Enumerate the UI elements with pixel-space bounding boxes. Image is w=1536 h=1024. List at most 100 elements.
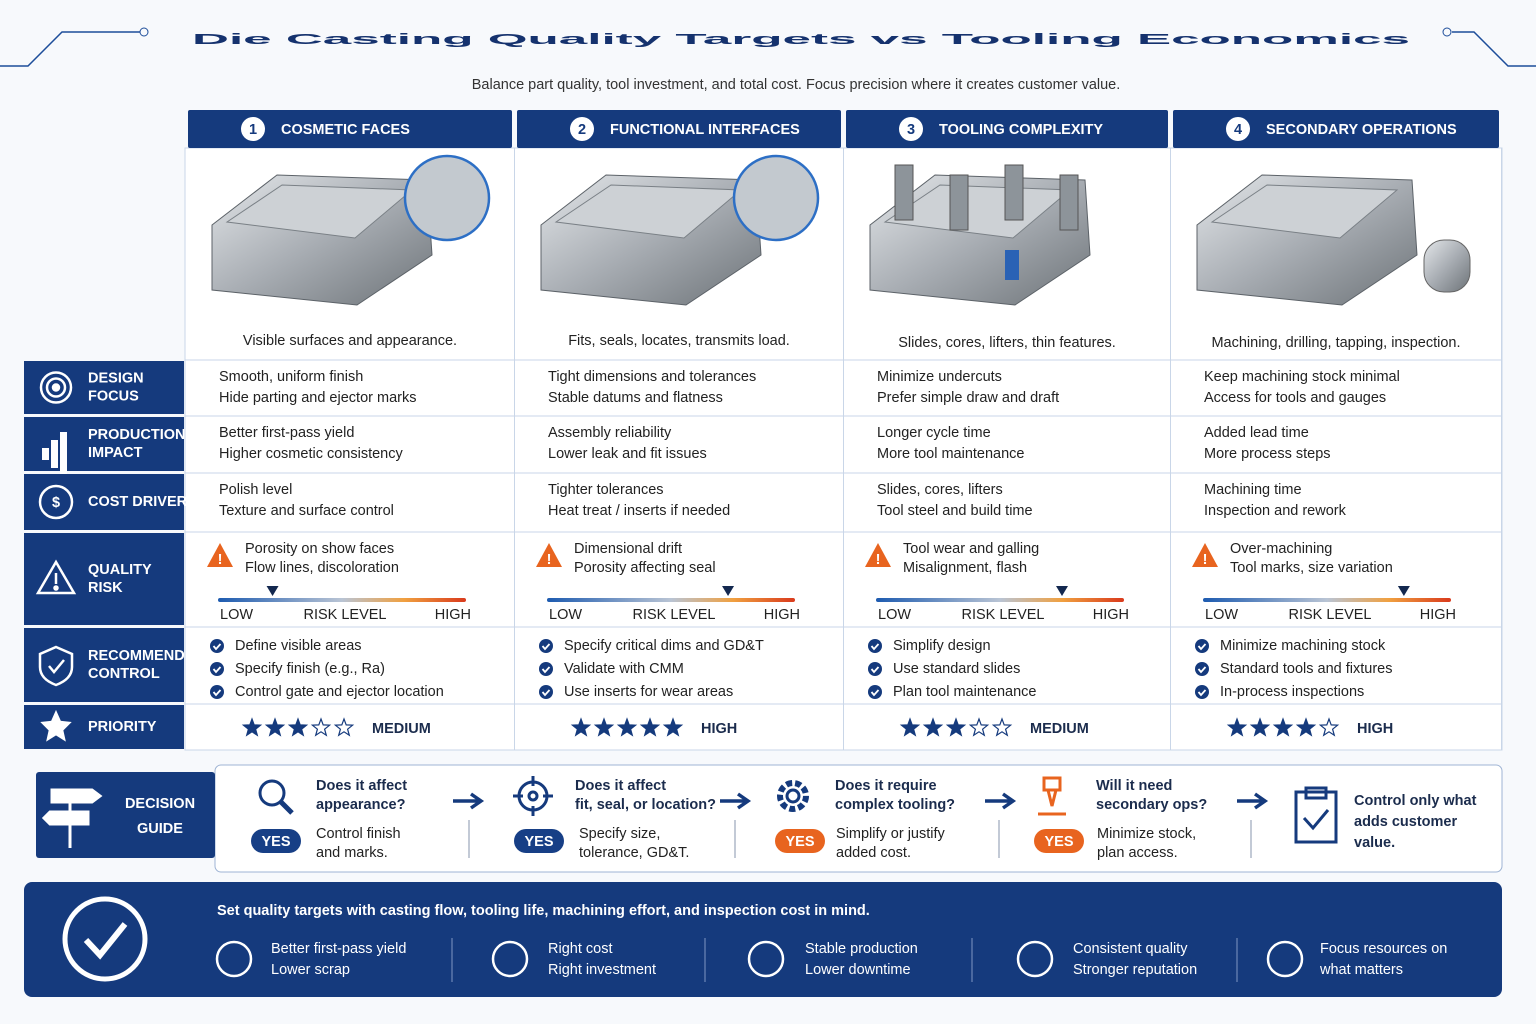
risk-label: RISK LEVEL bbox=[303, 607, 386, 623]
flow-arrow bbox=[453, 792, 485, 810]
cell-text: Stable datums and flatness bbox=[548, 390, 723, 406]
icon-part bbox=[45, 377, 67, 398]
flow-arrow bbox=[1237, 792, 1269, 810]
benefit-icon bbox=[491, 940, 529, 978]
warning-bang: ! bbox=[547, 552, 552, 568]
column-title: FUNCTIONAL INTERFACES bbox=[610, 122, 800, 138]
step-question: Does it require bbox=[835, 778, 937, 794]
check-mark bbox=[1197, 666, 1207, 674]
risk-high: HIGH bbox=[1093, 607, 1129, 623]
column-number: 3 bbox=[907, 122, 915, 138]
conclusion-text: value. bbox=[1354, 835, 1395, 851]
star-empty bbox=[968, 717, 990, 737]
column-number: 2 bbox=[578, 122, 586, 138]
benefit-text: Right investment bbox=[548, 962, 656, 978]
risk-label: RISK LEVEL bbox=[1288, 607, 1371, 623]
check-icon bbox=[868, 662, 882, 676]
column-title: COSMETIC FACES bbox=[281, 122, 410, 138]
risk-bar bbox=[218, 598, 466, 602]
column-number: 1 bbox=[249, 122, 257, 138]
check-mark bbox=[870, 666, 880, 674]
icon-part bbox=[60, 432, 67, 476]
step-action: and marks. bbox=[316, 845, 388, 861]
benefit-text: Focus resources on bbox=[1320, 941, 1447, 957]
banner-heading: Set quality targets with casting flow, t… bbox=[217, 903, 870, 919]
check-icon bbox=[539, 685, 553, 699]
cell-text: Lower leak and fit issues bbox=[548, 446, 707, 462]
row-icon bbox=[39, 371, 73, 404]
check-mark bbox=[212, 689, 222, 697]
risk-marker bbox=[1397, 586, 1410, 596]
row-label: QUALITY bbox=[88, 562, 152, 578]
cell-text: Tool marks, size variation bbox=[1230, 560, 1393, 576]
risk-label: RISK LEVEL bbox=[632, 607, 715, 623]
control-text: Validate with CMM bbox=[564, 661, 684, 677]
priority-label: MEDIUM bbox=[372, 721, 431, 737]
cell-text: Tool steel and build time bbox=[877, 503, 1033, 519]
answer-badge bbox=[514, 829, 564, 853]
icon-part bbox=[777, 780, 809, 812]
control-text: Control gate and ejector location bbox=[235, 684, 444, 700]
check-icon bbox=[539, 639, 553, 653]
row-label: PRODUCTION bbox=[88, 427, 185, 443]
row-header bbox=[24, 361, 184, 414]
slide bbox=[894, 164, 914, 221]
cell-text: Inspection and rework bbox=[1204, 503, 1347, 519]
risk-low: LOW bbox=[1205, 607, 1238, 623]
row-icon bbox=[38, 645, 74, 687]
risk-marker bbox=[722, 586, 735, 596]
icon-part bbox=[39, 371, 73, 404]
benefit-text: Better first-pass yield bbox=[271, 941, 406, 957]
control-text: Minimize machining stock bbox=[1220, 638, 1386, 654]
icon-part bbox=[258, 779, 286, 807]
icon-part bbox=[48, 659, 65, 674]
benefit-icon bbox=[215, 940, 253, 978]
number-badge bbox=[899, 117, 923, 141]
magnifier bbox=[403, 154, 491, 242]
caption: Machining, drilling, tapping, inspection… bbox=[1211, 335, 1460, 351]
check-icon bbox=[210, 639, 224, 653]
priority-label: HIGH bbox=[701, 721, 737, 737]
risk-label: RISK LEVEL bbox=[961, 607, 1044, 623]
icon-part bbox=[38, 645, 74, 687]
answer-text: YES bbox=[1044, 834, 1073, 850]
star-empty bbox=[310, 717, 332, 737]
title: Die Casting Quality Targets vs Tooling E… bbox=[192, 32, 1410, 48]
step-action: Specify size, bbox=[579, 826, 660, 842]
check-icon bbox=[1195, 685, 1209, 699]
product-image bbox=[540, 154, 820, 306]
icon-part bbox=[527, 790, 539, 802]
check-icon bbox=[210, 662, 224, 676]
conclusion-text: Control only what bbox=[1354, 793, 1477, 809]
check-icon bbox=[868, 685, 882, 699]
cell-text: Dimensional drift bbox=[574, 541, 682, 557]
step-question: appearance? bbox=[316, 797, 406, 813]
risk-low: LOW bbox=[220, 607, 253, 623]
star-filled bbox=[1226, 717, 1248, 737]
step-question: secondary ops? bbox=[1096, 797, 1207, 813]
step-question: fit, seal, or location? bbox=[575, 797, 716, 813]
flow-arrow bbox=[720, 792, 752, 810]
column-title: TOOLING COMPLEXITY bbox=[939, 122, 1103, 138]
benefit-text: Lower downtime bbox=[805, 962, 911, 978]
check-mark bbox=[541, 666, 551, 674]
column-title: SECONDARY OPERATIONS bbox=[1266, 122, 1457, 138]
risk-marker bbox=[1056, 586, 1068, 596]
row-header bbox=[24, 417, 184, 471]
row-label: COST DRIVER bbox=[88, 494, 188, 510]
control-text: Specify finish (e.g., Ra) bbox=[235, 661, 385, 677]
cell-text: Smooth, uniform finish bbox=[219, 369, 363, 385]
answer-badge bbox=[775, 829, 825, 853]
icon-part bbox=[35, 559, 77, 595]
product-image bbox=[869, 164, 1091, 306]
step-action: Simplify or justify bbox=[836, 826, 946, 842]
caption: Slides, cores, lifters, thin features. bbox=[898, 335, 1116, 351]
cell-text: Tighter tolerances bbox=[548, 482, 664, 498]
cell-text: Hide parting and ejector marks bbox=[219, 390, 416, 406]
star-filled bbox=[945, 717, 967, 737]
check-mark bbox=[870, 643, 880, 651]
risk-bar bbox=[547, 598, 795, 602]
benefit-icon bbox=[747, 940, 785, 978]
risk-bar bbox=[876, 598, 1124, 602]
